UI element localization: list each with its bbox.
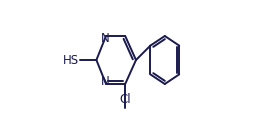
Text: N: N	[100, 32, 109, 45]
Text: HS: HS	[63, 54, 79, 66]
Text: N: N	[100, 75, 109, 88]
Text: Cl: Cl	[119, 93, 131, 106]
